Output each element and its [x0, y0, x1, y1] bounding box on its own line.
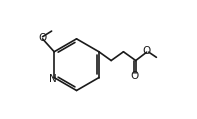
Text: O: O [38, 33, 47, 43]
Text: N: N [49, 74, 57, 84]
Text: O: O [143, 47, 151, 57]
Text: O: O [131, 71, 139, 81]
